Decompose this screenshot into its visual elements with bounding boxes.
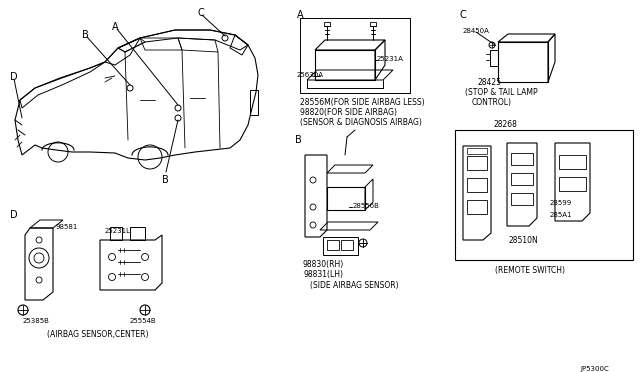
Bar: [327, 240, 339, 250]
Text: (AIRBAG SENSOR,CENTER): (AIRBAG SENSOR,CENTER): [47, 330, 148, 339]
Bar: [455, 130, 633, 260]
Bar: [467, 148, 487, 154]
Bar: [467, 178, 487, 192]
Bar: [370, 22, 376, 26]
Text: A: A: [297, 10, 303, 20]
Text: 25231A: 25231A: [377, 56, 404, 62]
Text: 28268: 28268: [493, 120, 517, 129]
Text: B: B: [295, 135, 301, 145]
Text: (REMOTE SWITCH): (REMOTE SWITCH): [495, 266, 565, 275]
Text: 28556B: 28556B: [353, 203, 380, 209]
Bar: [300, 18, 410, 93]
Text: CONTROL): CONTROL): [472, 98, 512, 107]
Bar: [498, 42, 548, 82]
Bar: [315, 50, 375, 80]
Bar: [559, 177, 586, 191]
Bar: [511, 193, 533, 205]
Text: A: A: [112, 22, 118, 32]
Bar: [250, 90, 258, 115]
Bar: [341, 240, 353, 250]
Text: (SENSOR & DIAGNOSIS AIRBAG): (SENSOR & DIAGNOSIS AIRBAG): [300, 118, 422, 127]
Text: B: B: [162, 175, 169, 185]
Text: D: D: [10, 72, 18, 82]
Text: 98831(LH): 98831(LH): [303, 270, 343, 279]
Text: D: D: [10, 210, 18, 220]
Text: C: C: [460, 10, 467, 20]
Text: 28556M(FOR SIDE AIRBAG LESS): 28556M(FOR SIDE AIRBAG LESS): [300, 98, 424, 107]
Text: B: B: [82, 30, 89, 40]
Text: 285A1: 285A1: [550, 212, 573, 218]
Bar: [559, 155, 586, 169]
Bar: [511, 153, 533, 165]
Text: (SIDE AIRBAG SENSOR): (SIDE AIRBAG SENSOR): [310, 281, 399, 290]
Bar: [323, 237, 358, 255]
Bar: [467, 156, 487, 170]
Text: 98830(RH): 98830(RH): [302, 260, 344, 269]
Bar: [467, 200, 487, 214]
Text: JP5300C: JP5300C: [580, 366, 609, 372]
Text: 25630A: 25630A: [297, 72, 324, 78]
Text: C: C: [198, 8, 205, 18]
Text: 25554B: 25554B: [130, 318, 157, 324]
Bar: [324, 22, 330, 26]
Text: 28510N: 28510N: [508, 236, 538, 245]
Text: (STOP & TAIL LAMP: (STOP & TAIL LAMP: [465, 88, 538, 97]
Text: 28450A: 28450A: [463, 28, 490, 34]
Text: 28425: 28425: [478, 78, 502, 87]
Text: 25385B: 25385B: [23, 318, 50, 324]
Text: 28599: 28599: [550, 200, 572, 206]
Text: 98581: 98581: [55, 224, 77, 230]
Bar: [511, 173, 533, 185]
Text: 25231L: 25231L: [105, 228, 131, 234]
Text: 98820(FOR SIDE AIRBAG): 98820(FOR SIDE AIRBAG): [300, 108, 397, 117]
